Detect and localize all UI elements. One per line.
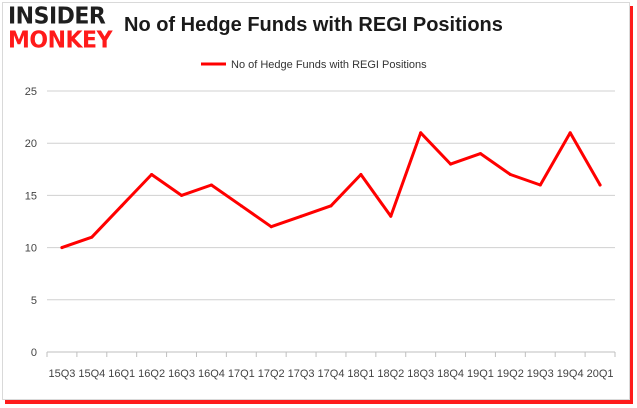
data-point <box>508 173 512 177</box>
chart-frame <box>2 2 630 400</box>
x-tick-label: 16Q4 <box>198 368 225 380</box>
logo-text-insider: INSIDER <box>8 3 106 30</box>
data-point <box>180 193 184 197</box>
x-tick-label: 18Q1 <box>347 368 374 380</box>
y-tick-label: 5 <box>31 295 37 307</box>
x-tick-label: 19Q3 <box>527 368 554 380</box>
chart-title: No of Hedge Funds with REGI Positions <box>124 14 503 36</box>
data-point <box>478 152 482 156</box>
y-axis-tick-labels: 0 5 10 15 20 25 <box>25 86 37 359</box>
insider-monkey-logo: INSIDER MONKEY <box>8 3 118 54</box>
y-tick-label: 20 <box>25 138 37 150</box>
x-tick-label: 15Q3 <box>48 368 75 380</box>
axes <box>46 351 616 357</box>
x-tick-label: 19Q4 <box>557 368 584 380</box>
data-point <box>598 183 602 187</box>
data-point <box>359 173 363 177</box>
data-point <box>120 204 124 208</box>
x-tick-label: 17Q3 <box>288 368 315 380</box>
x-tick-label: 17Q1 <box>228 368 255 380</box>
data-point <box>449 162 453 166</box>
x-tick-label: 17Q4 <box>318 368 345 380</box>
x-tick-label: 18Q4 <box>437 368 464 380</box>
data-point <box>90 235 94 239</box>
x-tick-label: 16Q2 <box>138 368 165 380</box>
x-tick-label: 18Q2 <box>377 368 404 380</box>
x-tick-label: 19Q2 <box>497 368 524 380</box>
data-point <box>568 131 572 135</box>
series-line <box>60 131 602 250</box>
y-tick-label: 25 <box>25 86 37 98</box>
x-tick-label: 19Q1 <box>467 368 494 380</box>
data-point <box>269 225 273 229</box>
x-tick-label: 17Q2 <box>258 368 285 380</box>
data-point <box>150 173 154 177</box>
data-point <box>419 131 423 135</box>
x-tick-label: 16Q3 <box>168 368 195 380</box>
y-tick-label: 15 <box>25 190 37 202</box>
gridlines <box>47 90 615 301</box>
legend: No of Hedge Funds with REGI Positions <box>201 59 427 71</box>
data-point <box>299 214 303 218</box>
data-point <box>209 183 213 187</box>
data-point <box>60 246 64 250</box>
legend-label: No of Hedge Funds with REGI Positions <box>231 59 427 71</box>
x-tick-label: 18Q3 <box>407 368 434 380</box>
y-tick-label: 10 <box>25 243 37 255</box>
data-point <box>239 204 243 208</box>
data-point <box>329 204 333 208</box>
y-tick-label: 0 <box>31 347 37 359</box>
x-tick-label: 20Q1 <box>587 368 614 380</box>
logo-text-monkey: MONKEY <box>8 27 113 54</box>
x-axis-tick-labels: 15Q3 15Q4 16Q1 16Q2 16Q3 16Q4 17Q1 17Q2 17Q3 17Q4… <box>48 368 613 380</box>
data-point <box>538 183 542 187</box>
x-tick-label: 16Q1 <box>108 368 135 380</box>
series-layer <box>60 131 602 250</box>
x-tick-label: 15Q4 <box>78 368 105 380</box>
data-point <box>389 214 393 218</box>
